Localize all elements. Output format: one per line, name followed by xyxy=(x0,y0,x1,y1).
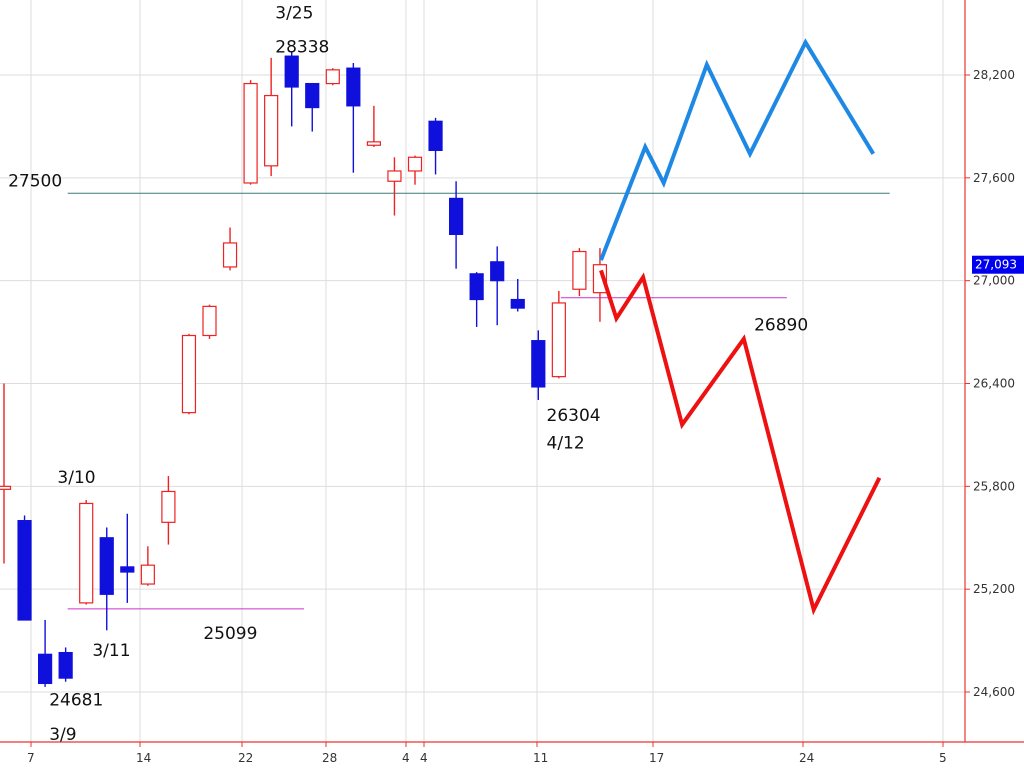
candle-body-down xyxy=(346,67,361,107)
candle-body-up xyxy=(325,69,340,85)
candle-body-up xyxy=(140,564,155,585)
candle-body-up xyxy=(387,170,402,182)
grid xyxy=(0,0,965,742)
candle-body-up xyxy=(407,156,423,172)
candle-body-up xyxy=(161,490,176,523)
candle-body-up xyxy=(572,250,587,290)
candle-body-down xyxy=(449,197,464,235)
candle-body-up xyxy=(79,502,94,604)
candle-body-down xyxy=(305,82,320,109)
last-price-tag xyxy=(972,255,1024,274)
annotation-label: 3/11 xyxy=(92,641,130,661)
annotation-label: 26304 xyxy=(547,406,601,426)
x-tick-label: 4 xyxy=(402,751,410,765)
candle-body-up xyxy=(264,94,279,167)
candle-body-down xyxy=(428,120,443,152)
annotation-label: 24681 xyxy=(49,691,103,711)
annotation-label: 26890 xyxy=(754,315,808,335)
candle-body-down xyxy=(37,653,53,685)
candle-body-down xyxy=(531,340,546,388)
y-tick-label: 27,000 xyxy=(973,274,1015,288)
annotation-label: 4/12 xyxy=(547,434,585,454)
candle-body-down xyxy=(120,566,135,573)
x-tick-label: 28 xyxy=(322,751,337,765)
candle-body-down xyxy=(17,520,32,621)
x-tick-label: 17 xyxy=(649,751,664,765)
annotation-label: 3/25 xyxy=(275,3,313,23)
candle-body-down xyxy=(284,55,299,88)
y-tick-label: 28,200 xyxy=(973,68,1015,82)
candle-body-up xyxy=(0,485,12,490)
candles xyxy=(0,51,608,687)
x-tick-label: 7 xyxy=(27,751,35,765)
x-tick-label: 14 xyxy=(136,751,151,765)
last-price-label: 27,093 xyxy=(975,258,1017,272)
projection-line xyxy=(599,38,876,261)
x-tick-label: 11 xyxy=(533,751,548,765)
annotation-label: 3/9 xyxy=(49,725,76,745)
x-tick-label: 22 xyxy=(238,751,253,765)
x-tick-label: 5 xyxy=(939,751,947,765)
y-tick-label: 26,400 xyxy=(973,377,1015,391)
y-tick-label: 24,600 xyxy=(973,685,1015,699)
candle-body-up xyxy=(181,334,197,414)
y-tick-label: 25,200 xyxy=(973,582,1015,596)
candle-body-down xyxy=(99,537,114,595)
y-tick-label: 27,600 xyxy=(973,171,1015,185)
x-tick-label: 24 xyxy=(799,751,814,765)
projection-line xyxy=(599,269,882,616)
annotation-label: 25099 xyxy=(203,624,257,644)
candle-body-up xyxy=(222,242,238,268)
candle-body-up xyxy=(551,302,566,378)
annotation-label: 3/10 xyxy=(57,468,95,488)
candle-body-down xyxy=(469,273,484,301)
projection-lines xyxy=(599,38,882,616)
y-tick-label: 25,800 xyxy=(973,479,1015,493)
candle-body-down xyxy=(510,298,525,309)
candle-body-up xyxy=(243,82,258,184)
annotation-label: 27500 xyxy=(8,171,62,191)
candle-body-up xyxy=(202,305,217,337)
annotations: 3/25 28338 27500 3/10 3/11 25099 24681 3/9 26304… xyxy=(8,3,808,745)
candle-body-down xyxy=(490,261,505,282)
x-tick-label: 4 xyxy=(420,751,428,765)
annotation-label: 28338 xyxy=(275,38,329,58)
candle-body-up xyxy=(366,141,381,146)
candle-body-down xyxy=(58,651,73,679)
